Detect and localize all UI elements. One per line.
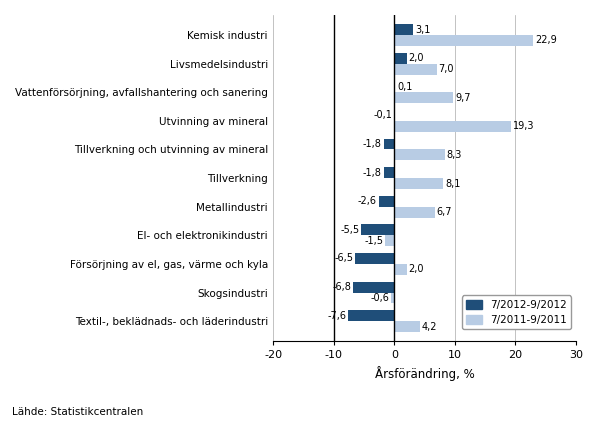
Text: -0,6: -0,6: [370, 293, 389, 303]
Bar: [383, 167, 395, 178]
Bar: [349, 310, 395, 321]
Text: -2,6: -2,6: [358, 196, 377, 206]
Text: -1,8: -1,8: [363, 139, 382, 149]
Bar: [395, 35, 533, 46]
Legend: 7/2012-9/2012, 7/2011-9/2011: 7/2012-9/2012, 7/2011-9/2011: [462, 296, 571, 330]
Text: Lähde: Statistikcentralen: Lähde: Statistikcentralen: [12, 407, 143, 417]
Text: -7,6: -7,6: [328, 311, 347, 321]
Text: 0,1: 0,1: [397, 82, 412, 92]
Text: -5,5: -5,5: [340, 225, 359, 235]
Text: 2,0: 2,0: [408, 53, 424, 63]
Text: 8,3: 8,3: [447, 150, 462, 160]
Bar: [395, 53, 407, 64]
Bar: [395, 121, 511, 132]
Bar: [379, 196, 395, 207]
Bar: [385, 235, 395, 246]
X-axis label: Årsförändring, %: Årsförändring, %: [375, 366, 475, 381]
Bar: [395, 264, 407, 275]
Bar: [383, 139, 395, 149]
Text: 19,3: 19,3: [513, 121, 535, 131]
Text: -0,1: -0,1: [373, 110, 392, 120]
Text: -6,5: -6,5: [334, 253, 353, 264]
Bar: [353, 282, 395, 293]
Text: 4,2: 4,2: [422, 322, 437, 332]
Bar: [391, 293, 395, 304]
Text: -1,5: -1,5: [365, 236, 383, 246]
Text: -1,8: -1,8: [363, 168, 382, 178]
Text: 8,1: 8,1: [446, 179, 460, 189]
Bar: [395, 92, 453, 103]
Text: 6,7: 6,7: [437, 207, 452, 217]
Bar: [395, 64, 437, 75]
Text: 2,0: 2,0: [408, 264, 424, 274]
Bar: [355, 253, 395, 264]
Text: 3,1: 3,1: [415, 24, 431, 35]
Bar: [395, 207, 435, 218]
Bar: [395, 149, 445, 160]
Text: 7,0: 7,0: [439, 64, 454, 74]
Text: 9,7: 9,7: [455, 93, 471, 103]
Bar: [395, 178, 444, 189]
Bar: [395, 321, 420, 332]
Text: -6,8: -6,8: [332, 282, 352, 292]
Text: 22,9: 22,9: [535, 35, 557, 45]
Bar: [361, 224, 395, 235]
Bar: [395, 24, 413, 35]
Bar: [394, 110, 395, 121]
